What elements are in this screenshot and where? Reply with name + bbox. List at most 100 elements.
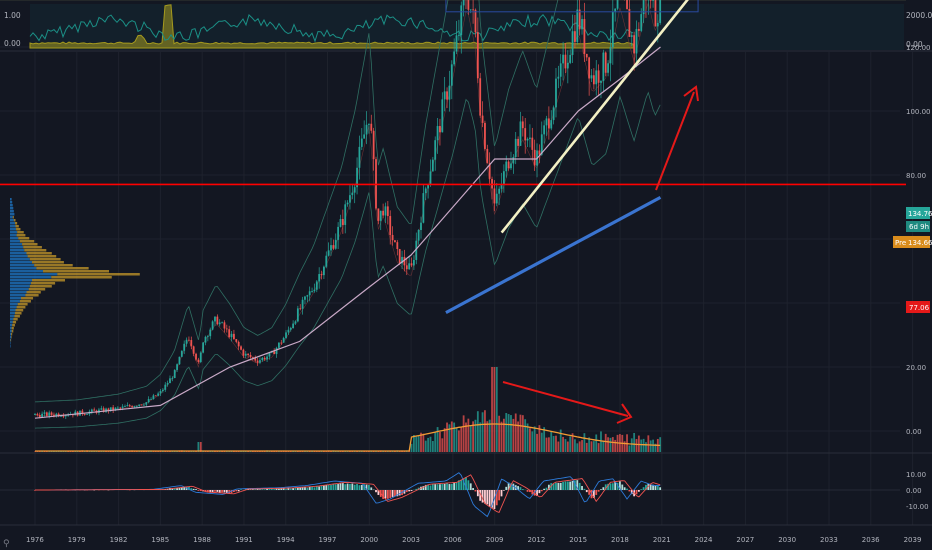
volume-bar: [467, 418, 470, 452]
candle-body: [55, 413, 58, 416]
macd-histogram-bar: [391, 490, 394, 497]
candle-body: [133, 406, 136, 408]
macd-histogram-bar: [521, 489, 524, 490]
macd-histogram-bar: [581, 485, 583, 490]
arrow-down[interactable]: [502, 381, 633, 424]
range-rectangle[interactable]: [445, 0, 699, 13]
macd-histogram-bar: [446, 483, 448, 490]
candle-body: [339, 219, 342, 227]
volume-bar: [183, 451, 186, 452]
profile-blue-row: [10, 240, 20, 243]
candle-body: [517, 138, 519, 146]
time-tick-label: 1982: [110, 536, 128, 544]
candle-body: [401, 256, 403, 264]
volume-bar: [505, 412, 508, 452]
candle-body: [57, 413, 60, 417]
macd-histogram-bar: [330, 485, 332, 490]
macd-histogram-bar: [498, 490, 501, 501]
candle-body: [299, 308, 302, 310]
candle-body: [301, 299, 304, 309]
macd-histogram-bar: [308, 486, 311, 490]
candle-body: [481, 115, 484, 123]
candle-body: [351, 192, 354, 196]
volume-bar: [391, 451, 394, 452]
candle-body: [467, 0, 470, 10]
candle-body: [457, 35, 460, 36]
candle-body: [571, 31, 574, 55]
candle-body: [415, 240, 418, 260]
macd-histogram-bar: [240, 489, 242, 490]
volume-bar: [642, 438, 645, 452]
macd-histogram-bar: [488, 490, 491, 507]
candle-body: [263, 357, 266, 360]
profile-gold-row: [11, 336, 12, 339]
volume-bar: [372, 451, 375, 452]
projected-ma-line[interactable]: [445, 195, 662, 315]
macd-histogram-bar: [600, 489, 602, 490]
macd-histogram-bar: [356, 484, 358, 490]
candle-body: [64, 415, 67, 417]
arrow-up[interactable]: [655, 85, 699, 191]
candle-body: [147, 399, 150, 403]
volume-bar: [453, 422, 456, 452]
profile-blue-row: [10, 300, 20, 303]
candle-body: [306, 295, 309, 297]
ascending-trendline[interactable]: [500, 0, 701, 234]
volume-bar: [116, 451, 119, 452]
macd-histogram-bar: [311, 486, 313, 490]
volume-bar: [581, 440, 583, 452]
bollinger-upper: [34, 0, 559, 403]
volume-bar: [649, 440, 652, 452]
profile-blue-row: [10, 327, 12, 330]
candle-body: [540, 134, 543, 155]
profile-gold-row: [16, 306, 26, 309]
macd-histogram-bar: [190, 488, 193, 490]
timezone-icon[interactable]: ⚲: [3, 539, 10, 549]
settings-icon[interactable]: ⚲: [3, 539, 10, 549]
volume-bar: [526, 423, 529, 452]
candle-body: [116, 407, 119, 409]
candle-body: [50, 412, 53, 415]
macd-histogram-bar: [431, 484, 434, 490]
candle-body: [83, 414, 86, 415]
macd-histogram-bar: [659, 487, 662, 490]
macd-histogram-bar: [244, 488, 247, 490]
macd-histogram-bar: [206, 490, 209, 493]
time-axis[interactable]: 1976 1979 1982 1985 1988 1991 1994 1997 2000 2003…: [26, 536, 921, 544]
candle-body: [498, 188, 501, 194]
candle-body: [157, 393, 160, 396]
candle-body: [514, 138, 517, 157]
profile-gold-row: [30, 282, 56, 285]
candle-body: [34, 413, 36, 415]
profile-blue-row: [10, 294, 26, 297]
profile-gold-row: [29, 258, 61, 261]
candle-body: [86, 414, 88, 415]
candle-body: [337, 226, 340, 240]
macd-histogram-bar: [538, 490, 541, 494]
candle-body: [178, 356, 181, 365]
macd-histogram-bar: [448, 484, 451, 490]
candle-body: [614, 8, 617, 12]
premarket-tag: Pre: [895, 239, 906, 247]
time-tick-label: 1997: [319, 536, 337, 544]
candle-body: [36, 413, 39, 415]
candle-body: [334, 239, 337, 249]
candle-body: [320, 274, 323, 276]
profile-gold-row: [32, 261, 64, 264]
candle-body: [325, 255, 328, 267]
volume-bar: [491, 367, 493, 452]
time-tick-label: 1988: [193, 536, 211, 544]
macd-histogram-bar: [460, 479, 463, 490]
profile-gold-row: [15, 225, 19, 228]
candle-body: [408, 263, 411, 270]
premarket-badge: [893, 236, 930, 248]
candle-body: [278, 342, 280, 348]
profile-gold-row: [12, 324, 15, 327]
volume-bar: [543, 427, 546, 452]
macd-histogram-bar: [491, 490, 493, 508]
profile-blue-row: [10, 288, 29, 291]
profile-gold-row: [18, 237, 30, 240]
macd-histogram-bar: [555, 482, 557, 490]
candle-body: [199, 352, 202, 363]
